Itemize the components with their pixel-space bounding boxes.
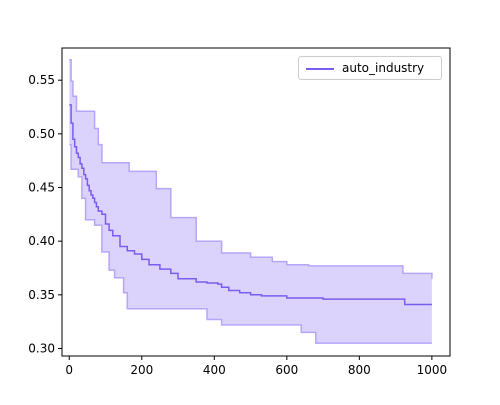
x-tick-label: 400 xyxy=(203,363,226,377)
y-tick-label: 0.30 xyxy=(28,341,55,355)
x-tick-label: 800 xyxy=(348,363,371,377)
x-tick-label: 600 xyxy=(275,363,298,377)
legend-label: auto_industry xyxy=(342,61,424,75)
x-tick-label: 0 xyxy=(65,363,73,377)
y-tick-label: 0.35 xyxy=(28,288,55,302)
y-tick-label: 0.55 xyxy=(28,73,55,87)
x-tick-label: 1000 xyxy=(417,363,448,377)
y-tick-label: 0.40 xyxy=(28,234,55,248)
legend-line-swatch xyxy=(306,68,334,70)
y-tick-label: 0.45 xyxy=(28,181,55,195)
x-tick-label: 200 xyxy=(130,363,153,377)
y-tick-label: 0.50 xyxy=(28,127,55,141)
legend: auto_industry xyxy=(298,56,442,80)
